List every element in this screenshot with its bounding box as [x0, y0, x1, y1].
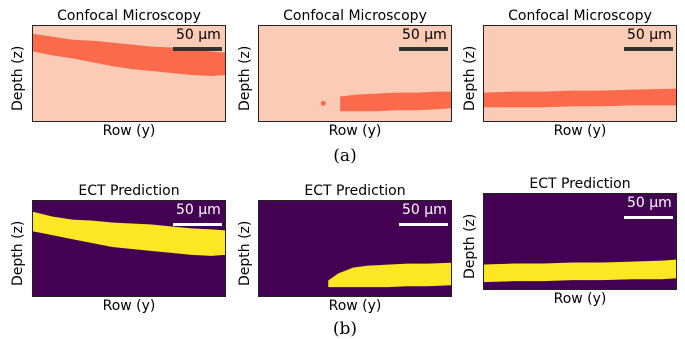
panel-b3-ylabel: Depth (z)	[462, 213, 478, 279]
panel-b1-feature	[33, 211, 225, 256]
caption-b: (b)	[332, 319, 358, 339]
panel-a1-ylabel: Depth (z)	[10, 45, 26, 111]
panel-a1-plot	[33, 33, 225, 76]
panel-b3-image: 50 µm	[483, 193, 677, 290]
panel-b1-plot	[33, 211, 225, 256]
panel-a2-plot	[320, 91, 451, 112]
panel-a1-scalebar-label: 50 µm	[176, 27, 221, 43]
panel-b3-title: ECT Prediction	[529, 176, 631, 192]
panel-b3-scalebar-label: 50 µm	[627, 195, 672, 211]
panel-b1-scalebar	[173, 223, 222, 226]
panel-b2-scalebar-label: 50 µm	[402, 202, 447, 218]
panel-b3-plot	[484, 259, 676, 283]
panel-a2-speck	[320, 100, 326, 106]
panel-b2-image: 50 µm	[258, 200, 452, 297]
panel-b1-title: ECT Prediction	[78, 183, 180, 199]
panel-b2-title: ECT Prediction	[304, 183, 406, 199]
panel-a3-image: 50 µm	[483, 25, 677, 122]
panel-a2-xlabel: Row (y)	[328, 123, 382, 139]
panel-a3-scalebar	[624, 47, 673, 51]
panel-a3-scalebar-label: 50 µm	[627, 27, 672, 43]
panel-a1-xlabel: Row (y)	[102, 123, 156, 139]
panel-b1-scalebar-label: 50 µm	[176, 202, 221, 218]
panel-b1-ylabel: Depth (z)	[10, 220, 26, 286]
panel-b2-plot	[328, 262, 451, 288]
panel-a2-feature	[340, 91, 451, 112]
panel-b2-ylabel: Depth (z)	[237, 220, 253, 286]
panel-b2-scalebar	[399, 223, 448, 226]
panel-a2-scalebar	[399, 47, 448, 51]
panel-a3-ylabel: Depth (z)	[462, 45, 478, 111]
panel-a1-title: Confocal Microscopy	[57, 8, 201, 24]
panel-a2-scalebar-label: 50 µm	[402, 27, 447, 43]
panel-a3-feature	[484, 88, 676, 108]
panel-a1-feature	[33, 33, 225, 76]
panel-b3-scalebar	[624, 216, 673, 219]
panel-a3-plot	[484, 88, 676, 108]
panel-b1-xlabel: Row (y)	[102, 298, 156, 314]
panel-a1-image: 50 µm	[32, 25, 226, 122]
panel-a1-scalebar	[173, 47, 222, 51]
panel-b2-feature	[328, 262, 451, 288]
panel-b2-xlabel: Row (y)	[328, 298, 382, 314]
caption-a: (a)	[333, 146, 357, 166]
panel-a2-title: Confocal Microscopy	[283, 8, 427, 24]
panel-b1-image: 50 µm	[32, 200, 226, 297]
panel-b3-xlabel: Row (y)	[553, 291, 607, 307]
panel-b3-feature	[484, 259, 676, 283]
panel-a2-image: 50 µm	[258, 25, 452, 122]
panel-a3-title: Confocal Microscopy	[508, 8, 652, 24]
panel-a3-xlabel: Row (y)	[553, 123, 607, 139]
panel-a2-ylabel: Depth (z)	[237, 45, 253, 111]
